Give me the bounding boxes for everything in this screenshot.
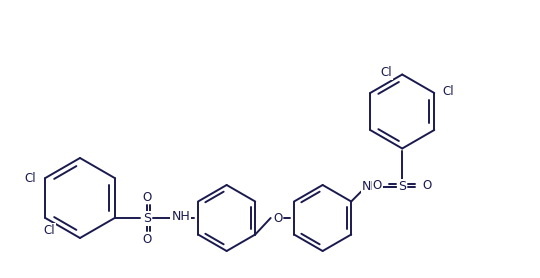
Text: Cl: Cl [24,172,36,185]
Text: NH: NH [362,180,381,193]
Text: O: O [142,232,151,245]
Text: Cl: Cl [380,66,392,79]
Text: Cl: Cl [442,85,454,98]
Text: NH: NH [171,210,190,222]
Text: O: O [373,179,382,192]
Text: O: O [273,212,282,225]
Text: O: O [142,190,151,203]
Text: S: S [398,180,406,193]
Text: S: S [143,212,151,225]
Text: Cl: Cl [44,224,55,237]
Text: O: O [423,179,432,192]
